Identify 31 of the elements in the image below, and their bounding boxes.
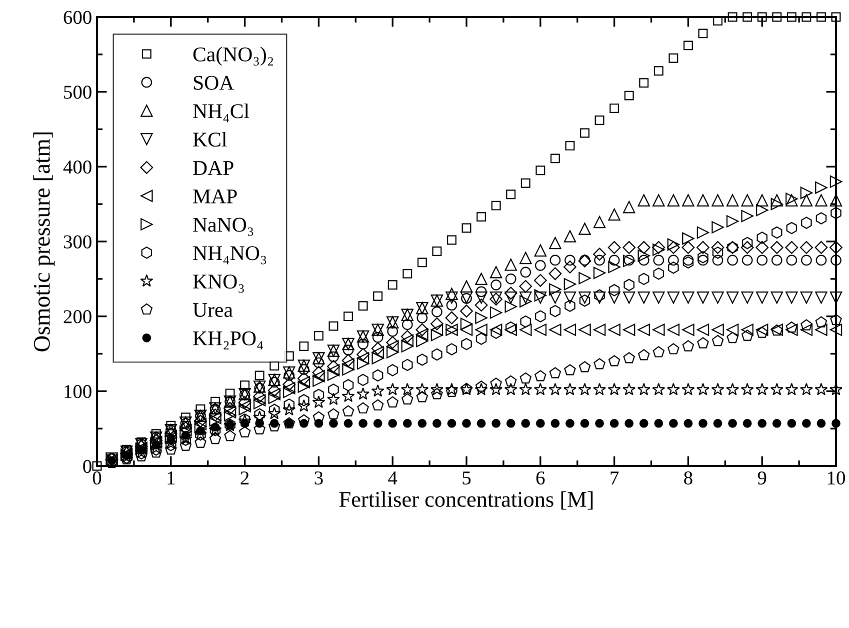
legend-label: KNO₃ (193, 274, 244, 293)
legend-label: Ca(NO₃)₂ (193, 46, 273, 66)
legend-label: Urea (192, 303, 233, 317)
x-axis-title: Fertiliser concentrations [M] (339, 491, 593, 510)
legend-label: NH₄NO₃ (193, 246, 266, 264)
y-tick-label: 0 (83, 460, 92, 473)
x-tick-label: 0 (92, 471, 102, 485)
x-tick-label: 8 (684, 471, 692, 485)
y-tick-label: 500 (64, 86, 92, 99)
legend-label: SOA (194, 76, 234, 90)
x-tick-label: 2 (240, 471, 249, 484)
x-tick-label: 10 (828, 471, 845, 485)
x-tick-label: 9 (758, 471, 766, 485)
y-tick-label: 400 (63, 160, 92, 174)
y-tick-label: 300 (64, 235, 92, 248)
legend-label: DAP (193, 161, 234, 175)
x-tick-label: 3 (314, 471, 323, 485)
legend-label: MAP (193, 189, 237, 204)
legend-label: KCl (193, 132, 227, 147)
x-tick-label: 7 (610, 472, 619, 484)
y-tick-label: 600 (64, 10, 92, 24)
y-tick-label: 100 (64, 384, 92, 398)
y-tick-label: 200 (64, 310, 92, 324)
x-tick-label: 4 (388, 472, 398, 484)
x-tick-label: 6 (536, 471, 545, 485)
legend-label: KH₂PO₄ (193, 331, 264, 350)
x-tick-label: 5 (462, 472, 471, 485)
x-tick-label: 1 (168, 472, 175, 484)
y-axis-title: Osmotic pressure [atm] (33, 132, 55, 352)
legend-label: NaNO₃ (193, 218, 254, 236)
legend-label: NH₄Cl (193, 104, 250, 122)
